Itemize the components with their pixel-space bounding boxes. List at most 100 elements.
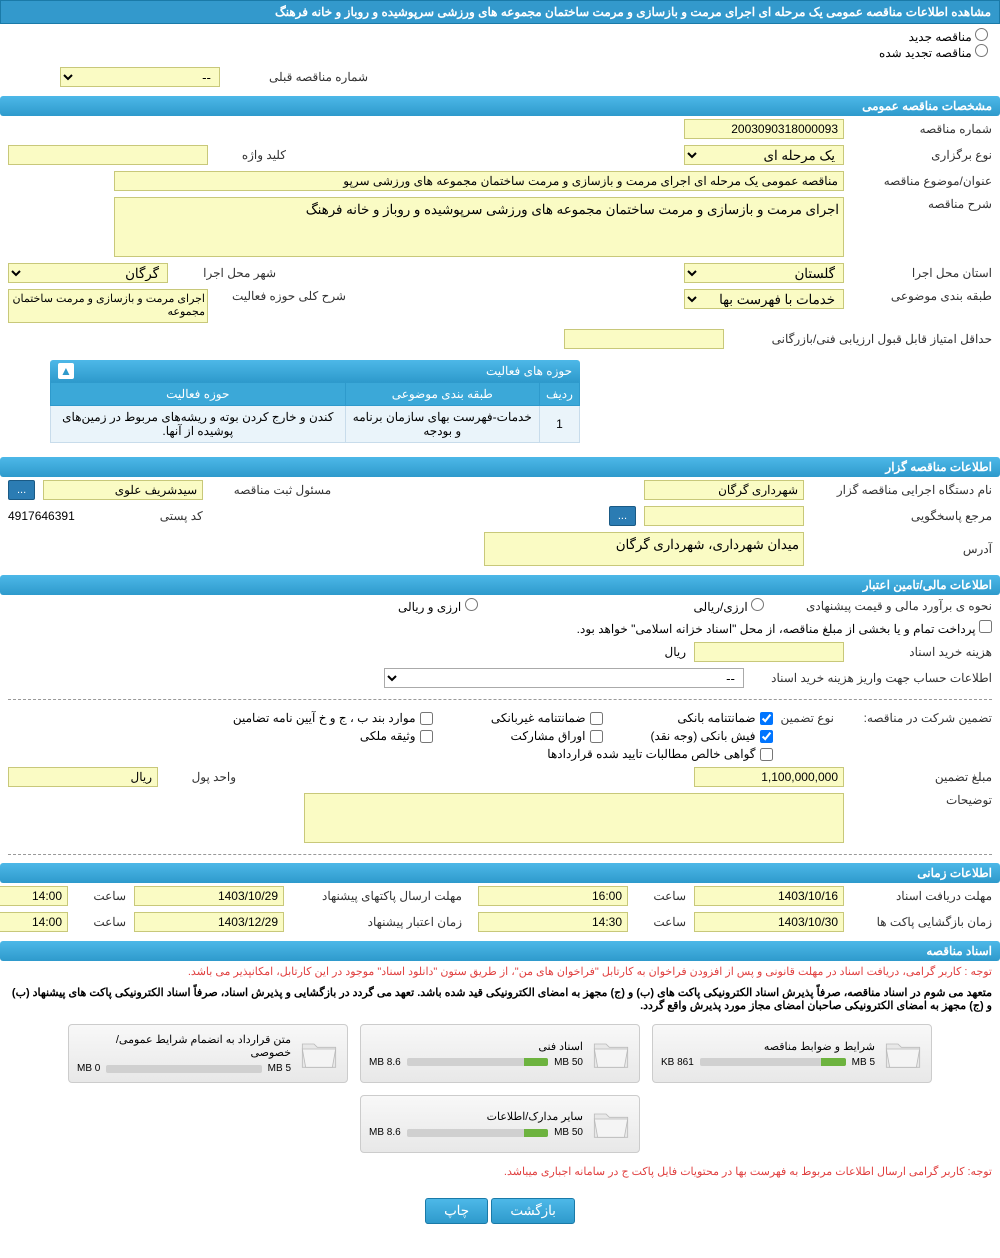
collapse-icon[interactable]: ▲ xyxy=(58,363,74,379)
category-label: طبقه بندی موضوعی xyxy=(852,289,992,303)
prev-tender-select[interactable]: -- xyxy=(60,67,220,87)
doc-title: اسناد فنی xyxy=(369,1040,583,1053)
resp-more-button[interactable]: ... xyxy=(609,506,636,526)
exec-label: نام دستگاه اجرایی مناقصه گزار xyxy=(812,483,992,497)
radio-new-text: مناقصه جدید xyxy=(909,30,972,44)
currency-both-label[interactable]: ارزی و ریالی xyxy=(398,598,478,614)
folder-icon xyxy=(299,1034,339,1074)
chk-securities[interactable] xyxy=(590,730,603,743)
folder-icon xyxy=(883,1034,923,1074)
reg-label: مسئول ثبت مناقصه xyxy=(211,483,331,497)
notice-2: متعهد می شوم در اسناد مناقصه، صرفاً پذیر… xyxy=(0,982,1000,1016)
tender-no: 2003090318000093 xyxy=(684,119,844,139)
print-button[interactable]: چاپ xyxy=(425,1198,488,1224)
notice-1: توجه : کاربر گرامی، دریافت اسناد در مهلت… xyxy=(0,961,1000,982)
min-score-field xyxy=(564,329,724,349)
validity-date: 1403/12/29 xyxy=(134,912,284,932)
radio-renewed-label[interactable]: مناقصه تجدید شده xyxy=(879,46,988,60)
resp-label: مرجع پاسخگویی xyxy=(812,509,992,523)
postal-value: 4917646391 xyxy=(8,509,75,523)
validity-time: 14:00 xyxy=(0,912,68,932)
doc-card[interactable]: شرایط و ضوابط مناقصه5 MB861 KB xyxy=(652,1024,932,1083)
addr-label: آدرس xyxy=(812,542,992,556)
city-select[interactable]: گرگان xyxy=(8,263,168,283)
radio-new[interactable] xyxy=(975,28,988,41)
guarantee-type-label: نوع تضمین xyxy=(781,711,834,725)
hold-type-label: نوع برگزاری xyxy=(852,148,992,162)
doc-card[interactable]: متن قرارداد به انضمام شرایط عمومی/خصوصی5… xyxy=(68,1024,348,1083)
doc-title: سایر مدارک/اطلاعات xyxy=(369,1110,583,1123)
validity-label: زمان اعتبار پیشنهاد xyxy=(292,915,462,929)
envelope-deadline-date: 1403/10/29 xyxy=(134,886,284,906)
category-select[interactable]: خدمات با فهرست بها xyxy=(684,289,844,309)
city-label: شهر محل اجرا xyxy=(176,266,276,280)
payment-note-chk[interactable] xyxy=(979,620,992,633)
postal-label: کد پستی xyxy=(83,509,203,523)
section-general: مشخصات مناقصه عمومی xyxy=(0,96,1000,116)
section-organizer: اطلاعات مناقصه گزار xyxy=(0,457,1000,477)
amount-field: 1,100,000,000 xyxy=(694,767,844,787)
opening-date: 1403/10/30 xyxy=(694,912,844,932)
keyword-field xyxy=(8,145,208,165)
currency-foreign-radio[interactable] xyxy=(751,598,764,611)
unit-field: ریال xyxy=(8,767,158,787)
section-docs: اسناد مناقصه xyxy=(0,941,1000,961)
buy-docs-label: هزینه خرید اسناد xyxy=(852,645,992,659)
opening-label: زمان بازگشایی پاکت ها xyxy=(852,915,992,929)
guarantee-label: تضمین شرکت در مناقصه: xyxy=(842,711,992,725)
payment-note-label[interactable]: پرداخت تمام و یا بخشی از مبلغ مناقصه، از… xyxy=(577,620,992,636)
addr-textarea[interactable]: میدان شهرداری، شهرداری گرگان xyxy=(484,532,804,566)
th-category: طبقه بندی موضوعی xyxy=(345,383,539,406)
radio-renewed[interactable] xyxy=(975,44,988,57)
province-select[interactable]: گلستان xyxy=(684,263,844,283)
doc-card[interactable]: اسناد فنی50 MB8.6 MB xyxy=(360,1024,640,1083)
radio-renewed-text: مناقصه تجدید شده xyxy=(879,46,972,60)
doc-title: شرایط و ضوابط مناقصه xyxy=(661,1040,875,1053)
unit-label: واحد پول xyxy=(166,770,236,784)
chk-cash[interactable] xyxy=(760,730,773,743)
currency-both-radio[interactable] xyxy=(465,598,478,611)
resp-field xyxy=(644,506,804,526)
doc-card[interactable]: سایر مدارک/اطلاعات50 MB8.6 MB xyxy=(360,1095,640,1153)
chk-nonbank[interactable] xyxy=(590,712,603,725)
opening-time: 14:30 xyxy=(478,912,628,932)
page-title: مشاهده اطلاعات مناقصه عمومی یک مرحله ای … xyxy=(0,0,1000,24)
hold-type-select[interactable]: یک مرحله ای xyxy=(684,145,844,165)
doc-deadline-label: مهلت دریافت اسناد xyxy=(852,889,992,903)
exec-field: شهرداری گرگان xyxy=(644,480,804,500)
envelope-deadline-time: 14:00 xyxy=(0,886,68,906)
prev-tender-label: شماره مناقصه قبلی xyxy=(228,70,368,84)
desc-textarea[interactable]: اجرای مرمت و بازسازی و مرمت ساختمان مجمو… xyxy=(114,197,844,257)
desc-label: شرح مناقصه xyxy=(852,197,992,211)
folder-icon xyxy=(591,1034,631,1074)
province-label: استان محل اجرا xyxy=(852,266,992,280)
th-scope: حوزه فعالیت xyxy=(51,383,346,406)
activity-table-title: حوزه های فعالیت xyxy=(486,364,572,378)
chk-cert[interactable] xyxy=(760,748,773,761)
activity-scope-label: شرح کلی حوزه فعالیت xyxy=(216,289,346,303)
chk-property[interactable] xyxy=(420,730,433,743)
rial-label: ریال xyxy=(664,645,686,659)
reg-field: سیدشریف علوی xyxy=(43,480,203,500)
notice-3: توجه: کاربر گرامی ارسال اطلاعات مربوط به… xyxy=(0,1161,1000,1182)
keyword-label: کلید واژه xyxy=(216,148,286,162)
radio-new-label[interactable]: مناقصه جدید xyxy=(909,30,988,44)
estimate-label: نحوه ی برآورد مالی و قیمت پیشنهادی xyxy=(772,599,992,613)
tender-no-label: شماره مناقصه xyxy=(852,122,992,136)
notes-textarea[interactable] xyxy=(304,793,844,843)
envelope-deadline-label: مهلت ارسال پاکتهای پیشنهاد xyxy=(292,889,462,903)
amount-label: مبلغ تضمین xyxy=(852,770,992,784)
activity-scope-list[interactable]: اجرای مرمت و بازسازی و مرمت ساختمان مجمو… xyxy=(8,289,208,323)
back-button[interactable]: بازگشت xyxy=(491,1198,575,1224)
chk-regs[interactable] xyxy=(420,712,433,725)
chk-bank[interactable] xyxy=(760,712,773,725)
section-financial: اطلاعات مالی/تامین اعتبار xyxy=(0,575,1000,595)
doc-deadline-date: 1403/10/16 xyxy=(694,886,844,906)
reg-more-button[interactable]: ... xyxy=(8,480,35,500)
currency-foreign-label[interactable]: ارزی/ریالی xyxy=(694,598,764,614)
account-label: اطلاعات حساب جهت واریز هزینه خرید اسناد xyxy=(752,671,992,685)
notes-label: توضیحات xyxy=(852,793,992,807)
table-row: 1خدمات-فهرست بهای سازمان برنامه و بودجهک… xyxy=(51,406,580,443)
section-timing: اطلاعات زمانی xyxy=(0,863,1000,883)
account-select[interactable]: -- xyxy=(384,668,744,688)
